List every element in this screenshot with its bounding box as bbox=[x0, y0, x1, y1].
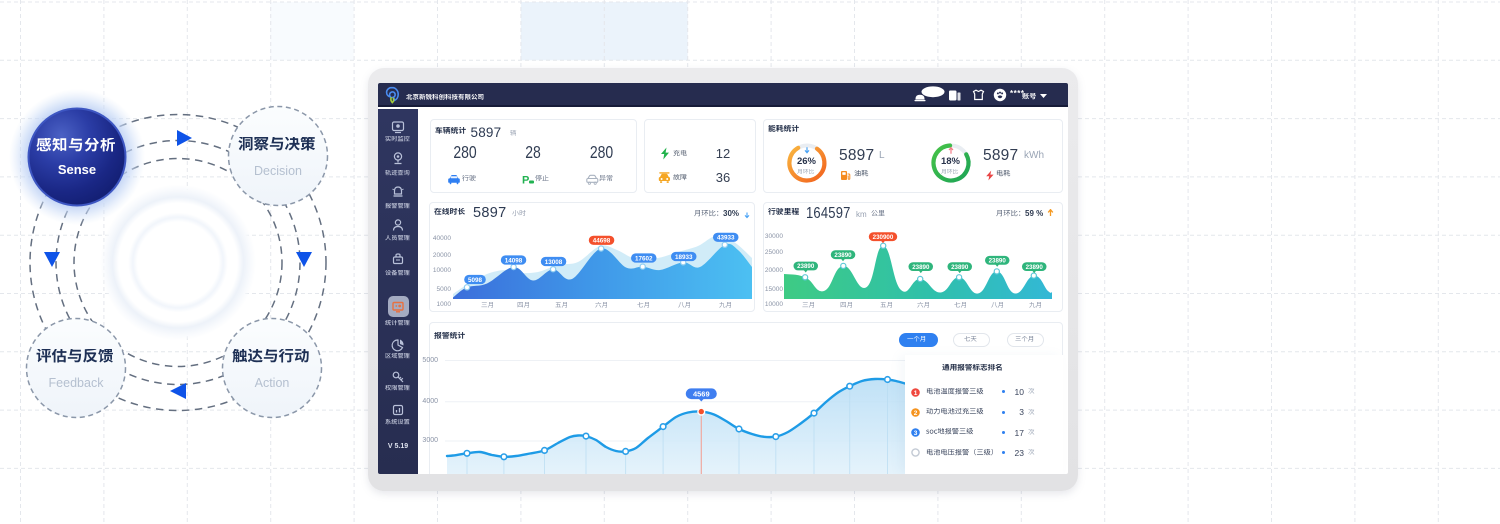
svg-text:23890: 23890 bbox=[912, 264, 930, 271]
svg-text:5098: 5098 bbox=[468, 277, 483, 284]
svg-text:17602: 17602 bbox=[635, 255, 653, 262]
svg-text:43933: 43933 bbox=[717, 235, 735, 242]
svg-text:3: 3 bbox=[914, 430, 918, 437]
svg-text:44698: 44698 bbox=[593, 238, 611, 245]
svg-text:23890: 23890 bbox=[797, 263, 815, 270]
svg-text:18933: 18933 bbox=[675, 254, 693, 261]
svg-text:23890: 23890 bbox=[1026, 264, 1044, 271]
svg-text:230900: 230900 bbox=[873, 234, 894, 241]
svg-text:14098: 14098 bbox=[505, 257, 523, 264]
svg-text:13008: 13008 bbox=[545, 259, 563, 266]
svg-text:23890: 23890 bbox=[989, 258, 1007, 265]
svg-text:P: P bbox=[522, 174, 529, 185]
svg-text:23890: 23890 bbox=[834, 252, 852, 259]
svg-text:4569: 4569 bbox=[693, 389, 710, 398]
svg-text:1: 1 bbox=[914, 390, 918, 397]
svg-text:2: 2 bbox=[914, 410, 918, 417]
svg-text:23890: 23890 bbox=[951, 264, 969, 271]
